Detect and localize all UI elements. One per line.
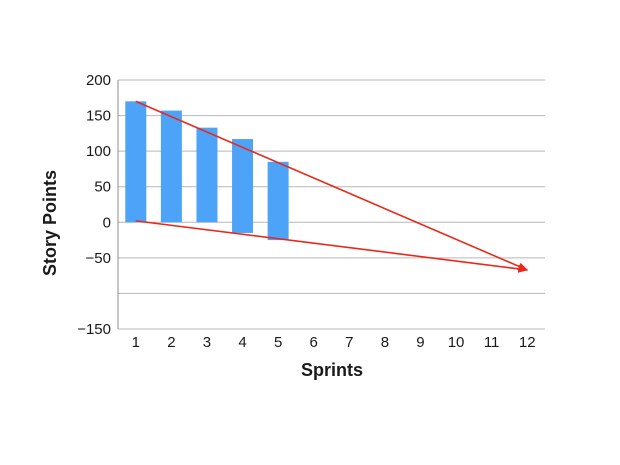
bar-sprint-1 bbox=[125, 101, 147, 223]
bar-sprint-3 bbox=[196, 127, 218, 223]
gridlines bbox=[118, 79, 545, 330]
y-tick-label: 100 bbox=[86, 143, 111, 160]
x-tick-label: 2 bbox=[167, 334, 175, 351]
bar-sprint-4 bbox=[232, 139, 254, 233]
x-tick-label: 12 bbox=[519, 334, 536, 351]
x-axis-title: Sprints bbox=[301, 360, 363, 380]
y-axis-title: Story Points bbox=[40, 170, 60, 276]
x-tick-label: 5 bbox=[274, 334, 282, 351]
x-tick-label: 11 bbox=[484, 334, 500, 351]
x-tick-label: 7 bbox=[345, 334, 353, 351]
x-tick-label: 4 bbox=[238, 334, 246, 351]
y-tick-label: 0 bbox=[103, 214, 111, 231]
bars bbox=[125, 101, 289, 241]
x-tick-label: 8 bbox=[381, 334, 389, 351]
y-tick-label: −50 bbox=[86, 250, 111, 267]
y-tick-label: 50 bbox=[94, 179, 111, 196]
y-tick-label: 200 bbox=[86, 72, 111, 89]
trend-lines bbox=[135, 100, 529, 273]
bar-sprint-5 bbox=[267, 161, 289, 241]
bar-sprint-2 bbox=[160, 110, 182, 223]
x-tick-label: 1 bbox=[132, 334, 140, 351]
x-tick-label: 6 bbox=[310, 334, 318, 351]
trend-line-2 bbox=[135, 220, 529, 273]
x-tick-label: 10 bbox=[448, 334, 465, 351]
x-tick-label: 3 bbox=[203, 334, 211, 351]
x-tick-label: 9 bbox=[416, 334, 424, 351]
y-tick-label: 150 bbox=[86, 108, 111, 125]
trend-line-1 bbox=[135, 100, 529, 271]
y-tick-label: −150 bbox=[77, 321, 111, 338]
